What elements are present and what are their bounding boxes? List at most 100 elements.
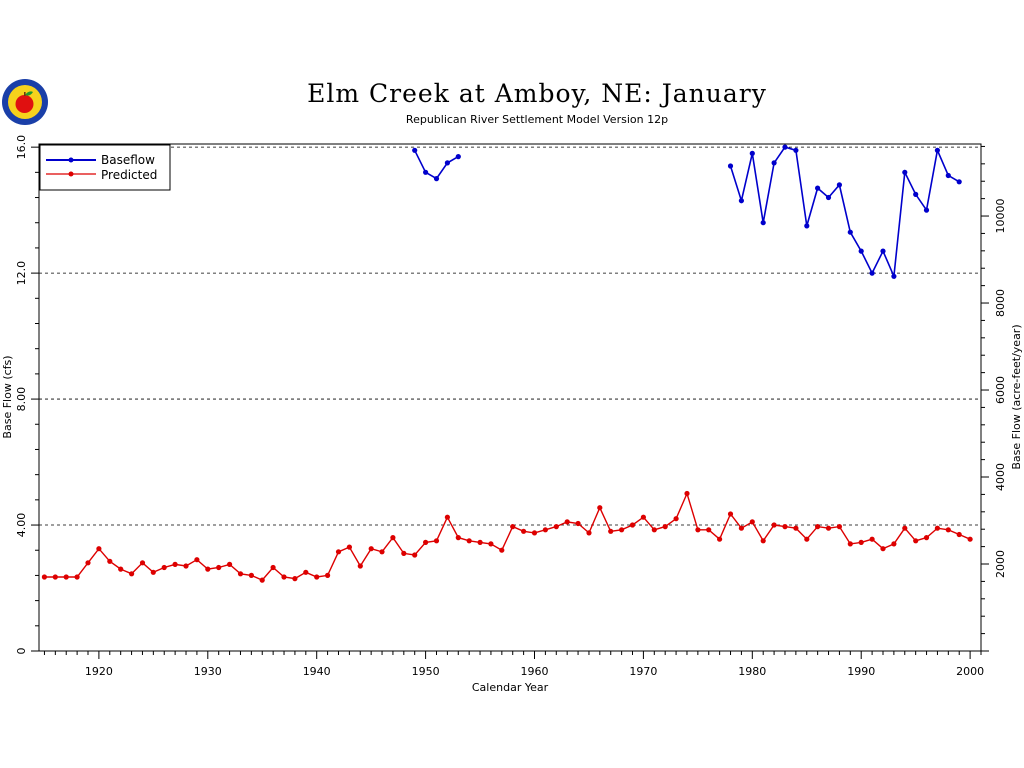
data-point-predicted [923,535,930,541]
data-point-predicted [41,574,48,580]
y2-tick-label: 8000 [994,289,1007,317]
data-point-baseflow [782,144,788,150]
data-point-predicted [216,564,222,571]
data-point-predicted [597,505,603,511]
legend: Baseflow Predicted [39,144,171,191]
chart-subtitle: Republican River Settlement Model Versio… [406,113,668,126]
y-axis-right: 2000 4000 6000 8000 10000 [981,145,1007,652]
data-point-baseflow [804,223,810,229]
x-tick-label: 2000 [956,665,984,678]
data-point-predicted [695,527,701,533]
data-point-predicted [553,524,559,530]
data-point-predicted [913,538,919,544]
data-point-predicted [782,524,788,530]
x-axis: 1920 1930 1940 1950 1960 1970 1980 1990 2000 [43,651,984,678]
data-point-baseflow [847,229,853,235]
data-point-predicted [412,552,418,558]
data-point-baseflow [836,182,843,188]
data-point-baseflow [793,147,799,153]
data-point-baseflow [749,150,755,156]
data-point-baseflow [825,194,832,201]
data-point-baseflow [815,185,821,191]
data-point-predicted [869,536,875,542]
data-point-predicted [629,522,636,528]
data-point-predicted [793,525,799,531]
data-point-baseflow [923,207,930,213]
data-point-baseflow [902,169,908,175]
x-tick-label: 1940 [303,665,331,678]
data-point-predicted [531,530,538,536]
data-point-predicted [423,539,429,546]
data-point-baseflow [455,154,461,160]
data-point-predicted [74,574,80,580]
y-axis-label: Base Flow (cfs) [1,355,14,438]
data-point-predicted [891,541,897,547]
x-tick-label: 1920 [85,665,113,678]
data-point-predicted [880,546,886,552]
series-predicted [41,490,973,583]
plot-frame [38,143,982,652]
data-point-predicted [161,564,167,571]
data-point-predicted [325,572,331,579]
data-point-baseflow [945,172,951,179]
data-point-predicted [183,563,189,569]
data-point-baseflow [956,179,962,185]
data-point-predicted [956,531,962,538]
series-baseflow [412,144,962,280]
x-tick-label: 1950 [412,665,440,678]
data-point-predicted [129,571,135,577]
y2-tick-label: 2000 [994,550,1007,578]
grid [39,146,981,526]
series-group [41,144,973,583]
data-point-predicted [346,544,352,550]
legend-label-baseflow: Baseflow [101,153,155,167]
data-point-predicted [521,528,527,534]
legend-box [39,144,171,191]
y-tick-label: 16.0 [15,135,28,160]
data-point-predicted [706,527,712,533]
data-point-predicted [662,524,668,530]
data-point-predicted [357,563,363,569]
y-tick-label: 8.00 [15,387,28,412]
data-point-baseflow [891,273,897,279]
data-point-predicted [433,538,440,544]
x-tick-label: 1970 [629,665,657,678]
x-tick-label: 1990 [847,665,875,678]
logo-icon [2,79,48,125]
data-point-baseflow [913,191,919,197]
data-point-predicted [237,571,244,577]
data-point-predicted [390,535,396,541]
data-point-predicted [248,572,254,579]
data-point-predicted [727,511,734,517]
data-point-baseflow [880,248,886,254]
x-tick-label: 1980 [738,665,766,678]
data-point-predicted [586,530,592,536]
data-point-baseflow [760,220,766,226]
data-point-predicted [619,527,625,533]
data-point-predicted [651,527,657,533]
data-point-predicted [401,550,407,557]
legend-label-predicted: Predicted [101,168,157,182]
data-point-predicted [760,538,766,544]
data-point-predicted [967,536,973,542]
data-point-predicted [85,560,91,566]
data-point-predicted [455,535,461,541]
data-point-baseflow [433,176,440,182]
data-point-predicted [847,541,853,547]
legend-marker-predicted [68,171,74,177]
series-line-baseflow [413,149,459,180]
x-axis-label: Calendar Year [472,681,549,694]
y-axis-left: 0 4.00 8.00 12.0 16.0 [15,135,39,655]
y2-tick-label: 10000 [994,199,1007,234]
data-point-predicted [499,547,505,553]
data-point-predicted [314,574,320,580]
data-point-predicted [335,549,342,555]
data-point-baseflow [423,169,429,175]
x-tick-label: 1960 [521,665,549,678]
y2-tick-label: 6000 [994,376,1007,404]
data-point-predicted [945,527,951,533]
data-point-predicted [466,538,472,544]
data-point-predicted [749,519,755,525]
y-tick-label: 0 [15,648,28,655]
